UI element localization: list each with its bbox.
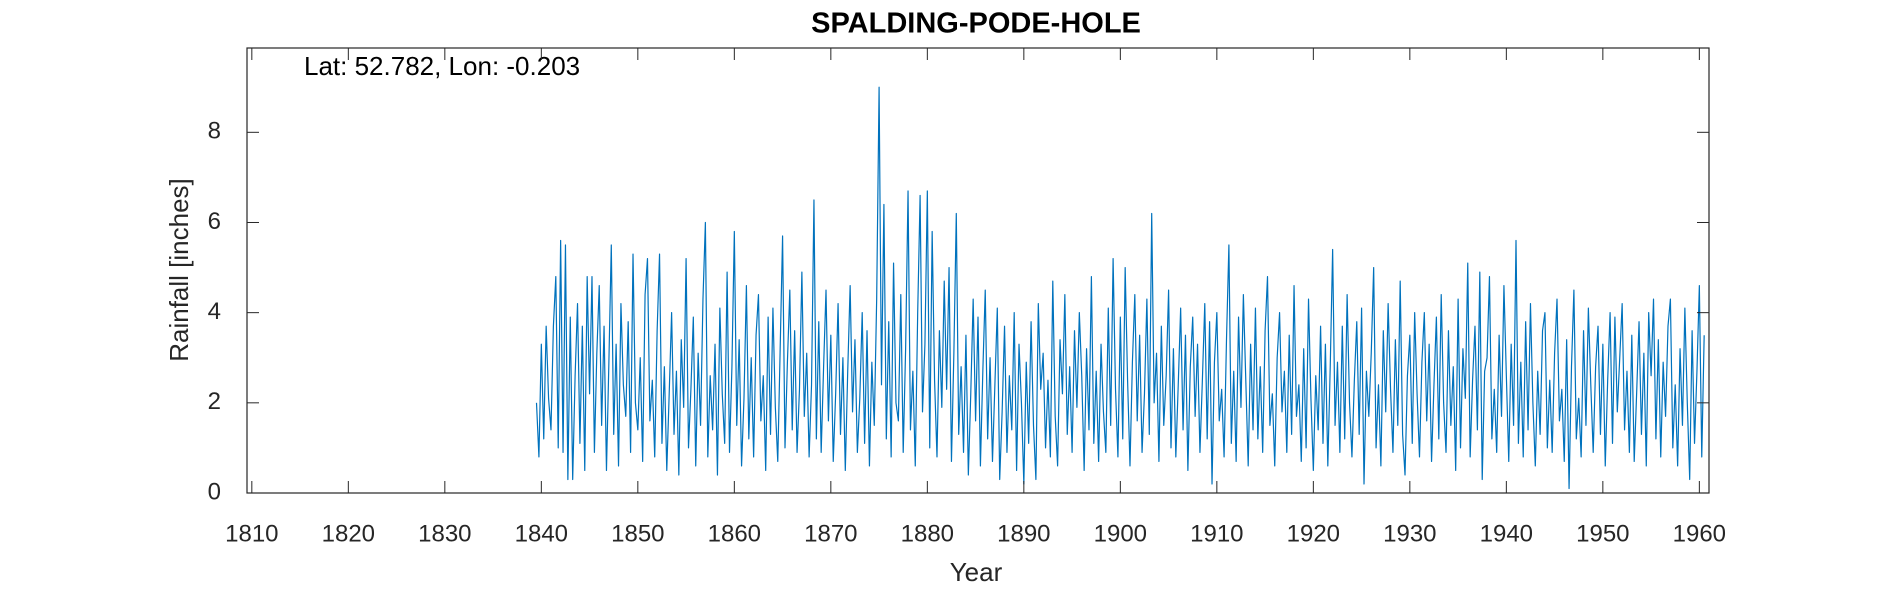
x-axis-label: Year	[950, 557, 1003, 587]
x-tick-label: 1930	[1383, 520, 1436, 547]
y-tick-label: 0	[208, 478, 221, 505]
x-tick-label: 1810	[225, 520, 278, 547]
x-tick-label: 1880	[901, 520, 954, 547]
x-tick-label: 1890	[997, 520, 1050, 547]
annotation: Lat: 52.782, Lon: -0.203	[304, 51, 580, 81]
x-tick-label: 1850	[611, 520, 664, 547]
y-tick-label: 8	[208, 118, 221, 145]
x-tick-label: 1840	[515, 520, 568, 547]
x-tick-label: 1870	[804, 520, 857, 547]
axes-box	[246, 47, 1710, 494]
y-tick-label: 6	[208, 208, 221, 235]
x-tick-label: 1860	[708, 520, 761, 547]
x-tick-label: 1900	[1094, 520, 1147, 547]
x-tick-label: 1920	[1287, 520, 1340, 547]
x-tick-label: 1940	[1480, 520, 1533, 547]
y-tick-label: 2	[208, 388, 221, 415]
y-axis-label: Rainfall [inches]	[164, 178, 194, 362]
chart-title: SPALDING-PODE-HOLE	[811, 8, 1141, 40]
x-tick-label: 1830	[418, 520, 471, 547]
x-tick-label: 1820	[322, 520, 375, 547]
data-line	[535, 86, 1705, 490]
y-tick-label: 4	[208, 298, 221, 325]
x-tick-label: 1910	[1190, 520, 1243, 547]
x-tick-label: 1960	[1673, 520, 1726, 547]
plot-area	[247, 48, 1709, 493]
x-tick-label: 1950	[1576, 520, 1629, 547]
